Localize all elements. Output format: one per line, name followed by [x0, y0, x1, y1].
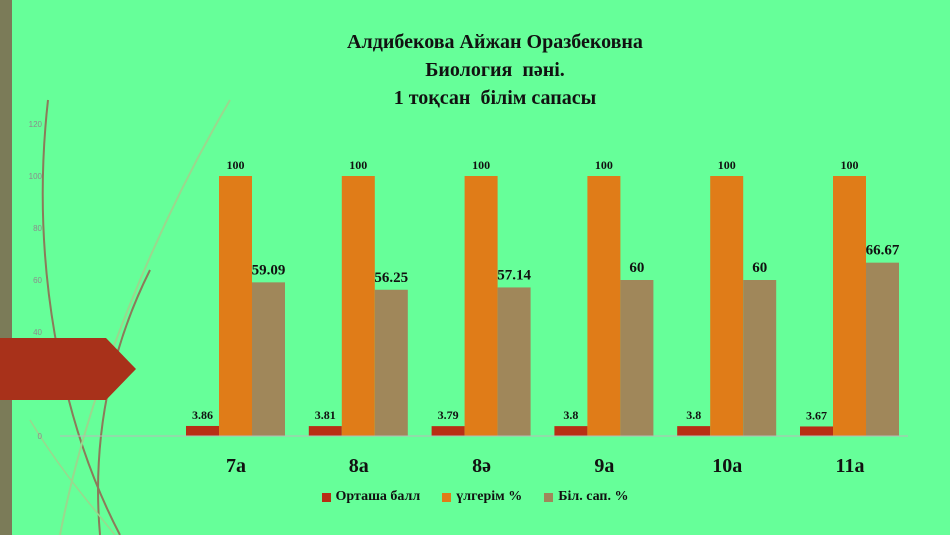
left-decorative-strip	[0, 0, 12, 535]
category-label: 7а	[226, 455, 246, 477]
data-label-progress: 100	[595, 158, 613, 172]
data-labels: 3.86 100 59.09 3.81 100 56.25 3.79 100 57.14 3.8 1…	[192, 158, 900, 422]
y-tick-label: 40	[33, 328, 42, 337]
legend-swatch-progress	[442, 492, 452, 502]
legend-item-progress: үлгерім %	[442, 489, 522, 505]
data-label-progress: 100	[472, 158, 490, 172]
data-label-progress: 100	[718, 158, 736, 172]
bar-quality	[743, 280, 777, 436]
bar-quality	[497, 287, 531, 436]
y-tick-label: 0	[38, 432, 43, 441]
bar-avg	[431, 426, 465, 436]
data-label-quality: 59.09	[252, 262, 286, 278]
data-label-progress: 100	[841, 158, 859, 172]
decor-curve-3	[59, 99, 231, 535]
bar-avg	[800, 426, 833, 436]
bar-progress	[219, 176, 252, 436]
data-label-quality: 66.67	[866, 243, 900, 259]
legend-label-avg: Орташа балл	[335, 489, 421, 504]
data-label-quality: 57.14	[497, 267, 531, 283]
bar-avg	[308, 426, 342, 436]
arrow-shape-icon	[0, 338, 136, 400]
category-label: 11а	[836, 455, 865, 477]
bar-progress	[833, 176, 866, 436]
category-label: 9а	[594, 455, 614, 477]
bar-progress	[587, 176, 621, 436]
legend-item-avg: Орташа балл	[321, 489, 421, 505]
legend-item-quality: Біл. сап. %	[544, 489, 628, 505]
bar-avg	[677, 426, 711, 436]
y-tick-label: 80	[33, 224, 42, 233]
data-label-avg: 3.79	[438, 408, 459, 422]
legend: Орташа балл үлгерім % Біл. сап. %	[0, 489, 950, 505]
data-label-quality: 60	[629, 260, 644, 276]
y-tick-label: 60	[33, 276, 42, 285]
data-label-avg: 3.8	[686, 408, 701, 422]
legend-label-quality: Біл. сап. %	[558, 489, 629, 504]
y-tick-label: 100	[29, 172, 43, 181]
data-label-quality: 60	[752, 260, 767, 276]
title-line-3: 1 тоқсан білім сапасы	[393, 87, 597, 109]
data-label-avg: 3.67	[806, 408, 827, 422]
bar-progress	[464, 176, 498, 436]
bar-quality	[866, 262, 899, 436]
data-label-avg: 3.81	[315, 408, 336, 422]
decor-curve-4	[29, 419, 116, 535]
category-labels: 7а 8а 8ә 9а 10а 11а	[226, 455, 864, 477]
data-label-avg: 3.86	[192, 408, 213, 422]
category-label: 8ә	[472, 455, 491, 477]
bar-avg	[554, 426, 588, 436]
bar-avg	[186, 425, 219, 436]
legend-swatch-avg	[321, 492, 331, 502]
y-tick-label: 120	[29, 120, 43, 129]
legend-swatch-quality	[544, 492, 554, 502]
data-label-avg: 3.8	[563, 408, 578, 422]
bars	[186, 176, 899, 436]
title-line-2: Биология пәні.	[425, 59, 565, 81]
legend-label-progress: үлгерім %	[456, 489, 523, 504]
bar-quality	[620, 280, 654, 436]
data-label-progress: 100	[349, 158, 367, 172]
title-line-1: Алдибекова Айжан Оразбековна	[347, 31, 643, 53]
bar-quality	[252, 282, 285, 436]
bar-progress	[710, 176, 744, 436]
data-label-progress: 100	[227, 158, 245, 172]
bar-progress	[341, 176, 375, 436]
chart-title: Алдибекова Айжан Оразбековна Биология пә…	[0, 28, 950, 112]
category-label: 8а	[349, 455, 369, 477]
data-label-quality: 56.25	[374, 270, 408, 286]
bar-quality	[374, 289, 408, 436]
category-label: 10а	[712, 455, 742, 477]
